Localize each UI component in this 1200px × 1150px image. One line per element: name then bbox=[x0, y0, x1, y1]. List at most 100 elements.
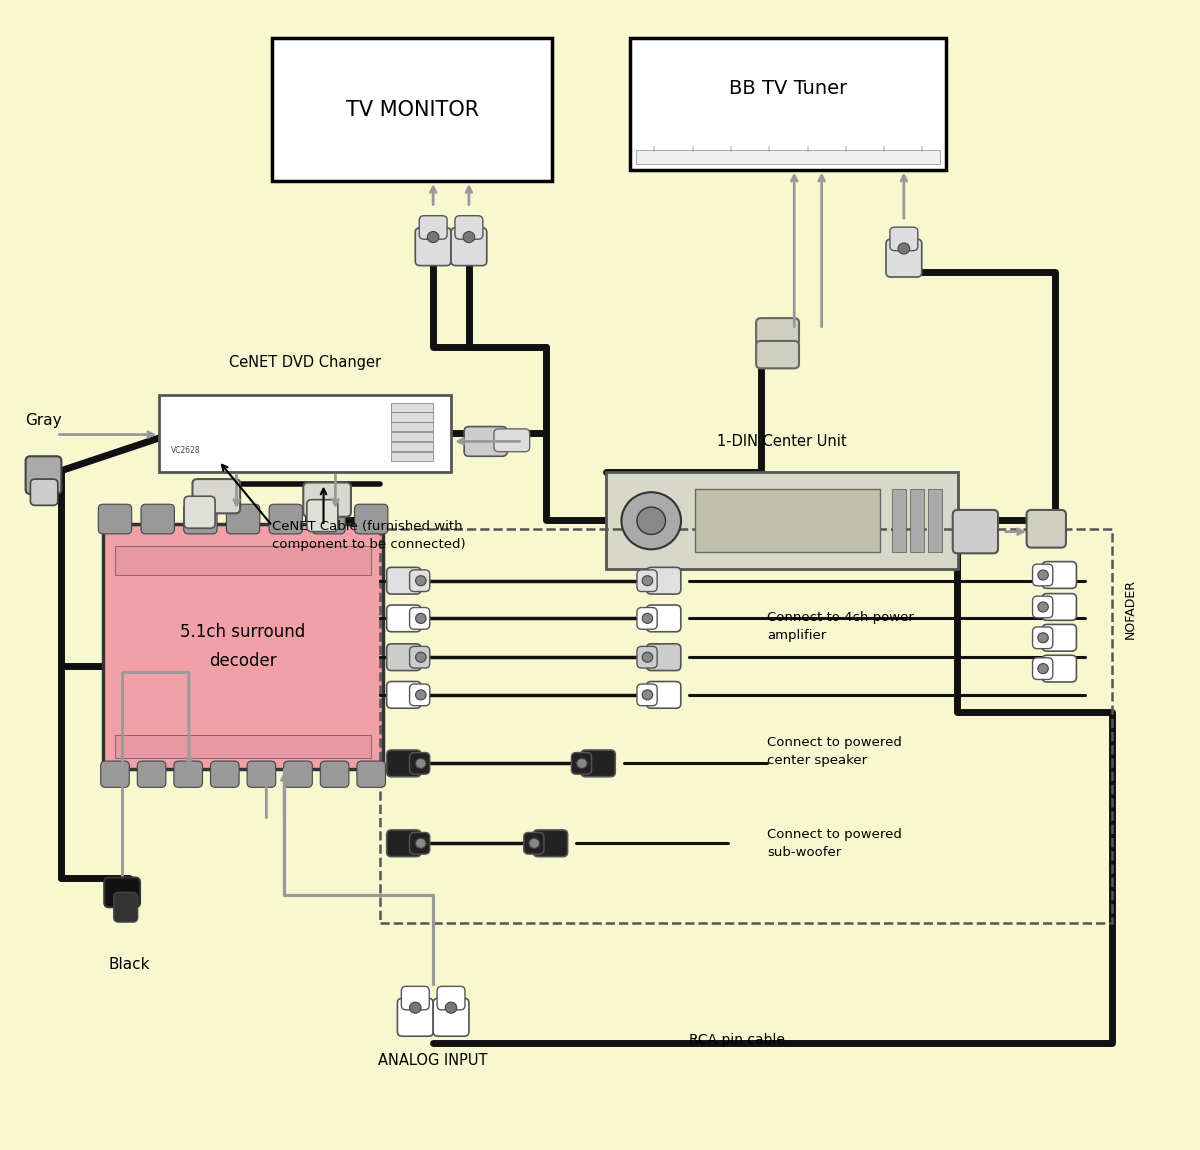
FancyBboxPatch shape bbox=[30, 480, 58, 505]
FancyBboxPatch shape bbox=[1042, 593, 1076, 620]
FancyBboxPatch shape bbox=[494, 429, 529, 452]
Circle shape bbox=[642, 576, 653, 585]
Bar bbox=[272, 38, 552, 182]
Circle shape bbox=[1038, 664, 1049, 674]
Text: |: | bbox=[882, 146, 884, 152]
FancyBboxPatch shape bbox=[1027, 509, 1066, 547]
FancyBboxPatch shape bbox=[386, 682, 421, 708]
Circle shape bbox=[1038, 632, 1049, 643]
Circle shape bbox=[445, 1002, 457, 1013]
Bar bbox=[115, 546, 371, 575]
Text: Gray: Gray bbox=[25, 413, 62, 428]
Bar bbox=[636, 151, 940, 164]
Circle shape bbox=[463, 231, 475, 243]
FancyBboxPatch shape bbox=[101, 761, 130, 788]
Bar bbox=[115, 735, 371, 758]
Circle shape bbox=[415, 758, 426, 768]
FancyBboxPatch shape bbox=[114, 892, 138, 922]
FancyBboxPatch shape bbox=[184, 504, 217, 534]
FancyBboxPatch shape bbox=[886, 239, 922, 277]
Text: VC2628: VC2628 bbox=[170, 446, 200, 455]
FancyBboxPatch shape bbox=[523, 833, 544, 854]
FancyBboxPatch shape bbox=[397, 998, 433, 1036]
FancyBboxPatch shape bbox=[401, 987, 430, 1010]
Bar bbox=[391, 452, 433, 461]
Text: BB TV Tuner: BB TV Tuner bbox=[728, 79, 847, 98]
FancyBboxPatch shape bbox=[210, 761, 239, 788]
FancyBboxPatch shape bbox=[98, 504, 132, 534]
Bar bbox=[892, 490, 906, 552]
Circle shape bbox=[415, 690, 426, 700]
Text: Black: Black bbox=[108, 958, 150, 973]
FancyBboxPatch shape bbox=[312, 504, 346, 534]
Circle shape bbox=[622, 492, 682, 550]
Text: |: | bbox=[768, 146, 769, 152]
Circle shape bbox=[637, 507, 666, 535]
Bar bbox=[910, 490, 924, 552]
FancyBboxPatch shape bbox=[637, 607, 658, 629]
Circle shape bbox=[529, 838, 540, 849]
FancyBboxPatch shape bbox=[386, 830, 421, 857]
Text: TV MONITOR: TV MONITOR bbox=[346, 100, 479, 120]
FancyBboxPatch shape bbox=[304, 483, 350, 516]
FancyBboxPatch shape bbox=[25, 457, 61, 494]
FancyBboxPatch shape bbox=[647, 567, 680, 595]
Bar bbox=[928, 490, 942, 552]
FancyBboxPatch shape bbox=[1042, 624, 1076, 651]
Circle shape bbox=[577, 758, 587, 768]
FancyBboxPatch shape bbox=[647, 605, 680, 631]
FancyBboxPatch shape bbox=[1032, 627, 1052, 649]
Text: Connect to 4ch power
amplifier: Connect to 4ch power amplifier bbox=[767, 611, 913, 642]
Circle shape bbox=[1038, 601, 1049, 612]
Bar bbox=[160, 394, 451, 473]
Bar bbox=[379, 529, 1112, 923]
Text: CeNET DVD Changer: CeNET DVD Changer bbox=[229, 354, 382, 369]
Text: RCA pin cable: RCA pin cable bbox=[689, 1033, 785, 1046]
FancyBboxPatch shape bbox=[307, 499, 338, 531]
Text: |: | bbox=[653, 146, 655, 152]
FancyBboxPatch shape bbox=[1042, 656, 1076, 682]
FancyBboxPatch shape bbox=[142, 504, 174, 534]
FancyBboxPatch shape bbox=[192, 480, 240, 513]
Circle shape bbox=[415, 576, 426, 585]
FancyBboxPatch shape bbox=[419, 216, 448, 239]
FancyBboxPatch shape bbox=[455, 216, 482, 239]
Text: Connect to powered
center speaker: Connect to powered center speaker bbox=[767, 736, 901, 767]
FancyBboxPatch shape bbox=[953, 509, 998, 553]
FancyBboxPatch shape bbox=[409, 570, 430, 591]
FancyBboxPatch shape bbox=[637, 684, 658, 706]
FancyBboxPatch shape bbox=[433, 998, 469, 1036]
FancyBboxPatch shape bbox=[409, 833, 430, 854]
Text: |: | bbox=[691, 146, 692, 152]
FancyBboxPatch shape bbox=[415, 228, 451, 266]
FancyBboxPatch shape bbox=[756, 319, 799, 345]
FancyBboxPatch shape bbox=[386, 567, 421, 595]
FancyBboxPatch shape bbox=[269, 504, 302, 534]
FancyBboxPatch shape bbox=[1032, 596, 1052, 618]
Bar bbox=[391, 402, 433, 412]
Text: |: | bbox=[920, 146, 923, 152]
Circle shape bbox=[415, 652, 426, 662]
FancyBboxPatch shape bbox=[174, 761, 203, 788]
FancyBboxPatch shape bbox=[227, 504, 259, 534]
FancyBboxPatch shape bbox=[356, 761, 385, 788]
Bar bbox=[695, 490, 880, 552]
Circle shape bbox=[415, 613, 426, 623]
FancyBboxPatch shape bbox=[386, 750, 421, 776]
FancyBboxPatch shape bbox=[756, 340, 799, 368]
Text: 1-DIN Center Unit: 1-DIN Center Unit bbox=[716, 435, 846, 450]
FancyBboxPatch shape bbox=[283, 761, 312, 788]
Text: 5.1ch surround
decoder: 5.1ch surround decoder bbox=[180, 623, 306, 670]
Circle shape bbox=[642, 652, 653, 662]
FancyBboxPatch shape bbox=[637, 646, 658, 668]
FancyBboxPatch shape bbox=[571, 752, 592, 774]
FancyBboxPatch shape bbox=[320, 761, 349, 788]
Bar bbox=[391, 432, 433, 442]
Text: ANALOG INPUT: ANALOG INPUT bbox=[378, 1052, 488, 1067]
FancyBboxPatch shape bbox=[533, 830, 568, 857]
FancyBboxPatch shape bbox=[451, 228, 487, 266]
FancyBboxPatch shape bbox=[647, 644, 680, 670]
FancyBboxPatch shape bbox=[1032, 658, 1052, 680]
FancyBboxPatch shape bbox=[247, 761, 276, 788]
Text: NOFADER: NOFADER bbox=[1123, 580, 1136, 639]
